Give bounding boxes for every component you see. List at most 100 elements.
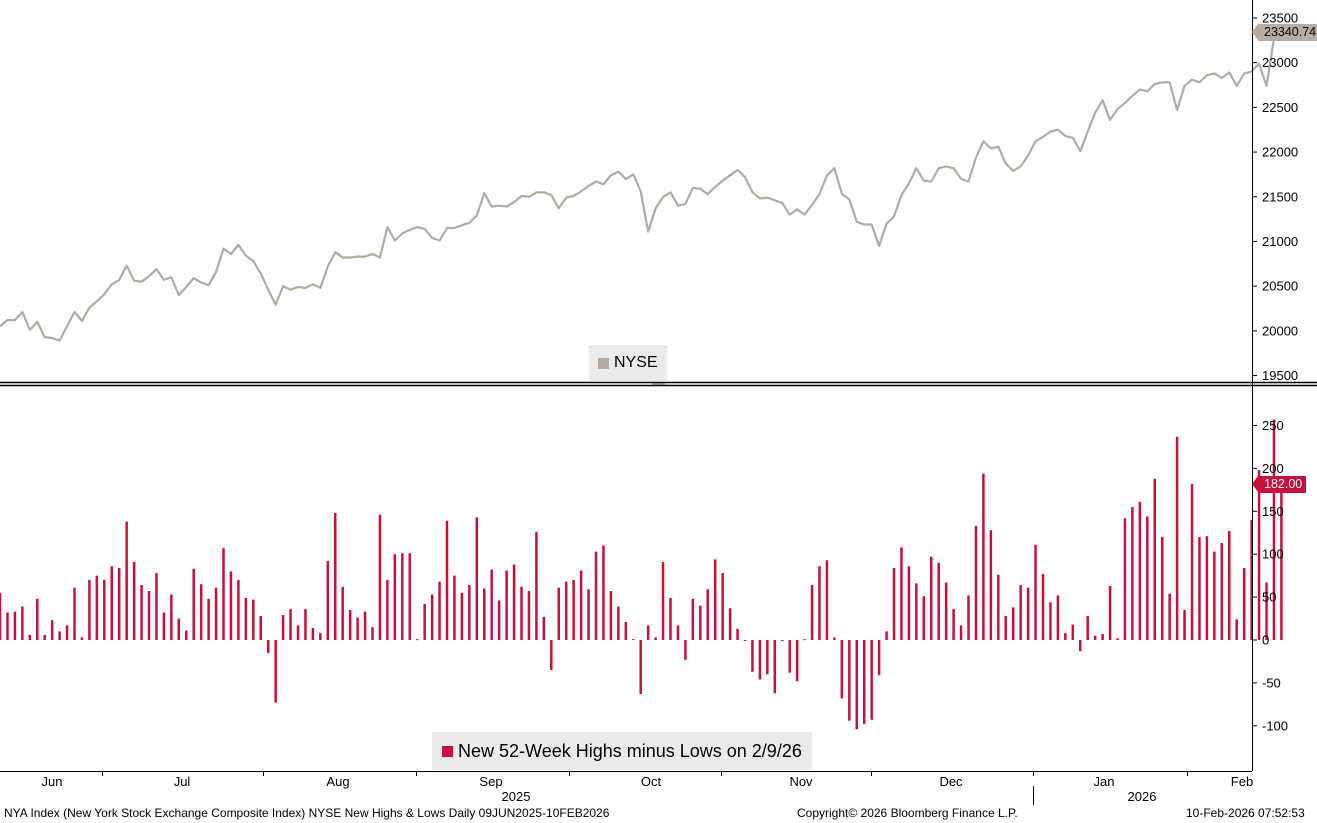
bar (915, 583, 918, 640)
x-month-label: Jul (174, 774, 191, 789)
x-year-label: 2025 (502, 789, 531, 804)
bar (1265, 582, 1268, 640)
bar (810, 585, 814, 640)
bar (125, 521, 128, 640)
bar (1220, 543, 1224, 640)
bar (624, 621, 628, 640)
bar (490, 569, 493, 640)
bar (214, 587, 218, 640)
footer-timestamp: 10-Feb-2026 07:52:53 (1186, 806, 1305, 820)
highs-lows-legend-swatch (442, 745, 453, 757)
bar (423, 603, 426, 640)
bar (870, 640, 873, 720)
bar (542, 616, 546, 640)
bar (1235, 619, 1238, 640)
bar (50, 620, 54, 640)
bar (1064, 633, 1067, 640)
x-month-label: Jan (1094, 774, 1115, 789)
bar (460, 592, 464, 640)
bar (252, 599, 255, 640)
bar (1190, 483, 1194, 640)
bar (334, 513, 337, 640)
bar (244, 597, 248, 640)
price-last-value-pointer (1252, 24, 1258, 40)
highs-lows-last-value-tag: 182.00 (1258, 476, 1307, 493)
bar (43, 634, 46, 640)
bar (1198, 537, 1201, 640)
bar (117, 567, 121, 640)
bar (1041, 573, 1045, 640)
bar (199, 584, 203, 640)
bar (348, 609, 352, 640)
bar (185, 630, 188, 640)
bar (885, 631, 888, 640)
highs-lows-y-tick-label: 200 (1262, 461, 1284, 476)
bar (520, 586, 523, 640)
x-month-label: Oct (641, 774, 662, 789)
bar (1049, 602, 1052, 640)
price-panel (0, 31, 1283, 342)
bar (281, 615, 285, 640)
bar (1004, 615, 1007, 640)
price-y-tick-label: 23000 (1262, 55, 1298, 70)
bar (952, 609, 955, 640)
price-y-tick-label: 21000 (1262, 234, 1298, 249)
bar (1153, 478, 1156, 640)
footer-copyright: Copyright© 2026 Bloomberg Finance L.P. (797, 806, 1018, 820)
bar (147, 591, 151, 640)
x-month-label: Feb (1231, 774, 1253, 789)
bar (788, 640, 791, 673)
bar (557, 587, 560, 640)
bar (646, 625, 650, 640)
bar (661, 561, 665, 640)
x-month-label: Dec (939, 774, 963, 789)
bar (855, 640, 858, 730)
bar (848, 640, 851, 721)
bar (989, 530, 993, 640)
price-y-tick-label: 23500 (1262, 11, 1298, 26)
bar (207, 598, 210, 640)
bar (1183, 609, 1186, 640)
bar (304, 609, 307, 640)
bar (192, 568, 195, 640)
bar (751, 640, 754, 672)
bar (699, 605, 702, 640)
bar (564, 581, 568, 640)
bar (1146, 516, 1149, 640)
bar (781, 640, 784, 641)
bar (967, 595, 970, 640)
bar (862, 640, 866, 725)
bar (959, 625, 963, 640)
bar (654, 637, 657, 640)
bar (997, 574, 1000, 640)
bar (266, 640, 270, 653)
bar (58, 631, 61, 640)
bar (594, 551, 598, 640)
bar (1086, 615, 1089, 640)
bar (1138, 501, 1142, 640)
bar (1116, 638, 1119, 640)
bar (609, 591, 613, 640)
highs-lows-y-tick-label: 150 (1262, 504, 1284, 519)
bar (386, 579, 389, 640)
bar (907, 566, 911, 640)
bar (1280, 483, 1283, 640)
bar (900, 547, 903, 640)
bar (1011, 607, 1015, 640)
bar (721, 573, 724, 640)
bar (766, 640, 769, 675)
bar (363, 611, 367, 640)
bar (930, 556, 933, 640)
bar (408, 553, 411, 640)
highs-lows-y-tick-label: 0 (1262, 633, 1269, 648)
bar (1123, 518, 1127, 640)
bar (713, 559, 717, 640)
bar (415, 639, 419, 641)
price-legend-swatch (598, 357, 609, 369)
highs-lows-last-value-pointer (1252, 476, 1258, 492)
bar (483, 588, 486, 640)
bar (497, 600, 501, 640)
bar (73, 587, 76, 640)
bar (922, 596, 926, 640)
x-month-label: Sep (479, 774, 502, 789)
